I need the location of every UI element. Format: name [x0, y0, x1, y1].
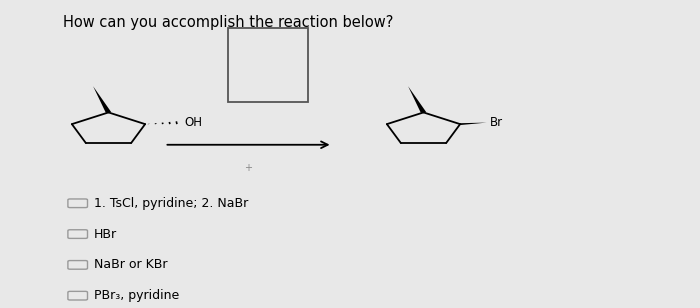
Text: Br: Br [489, 116, 503, 129]
Text: PBr₃, pyridine: PBr₃, pyridine [94, 289, 179, 302]
Text: HBr: HBr [94, 228, 117, 241]
Bar [228, 28, 308, 102]
Polygon shape [460, 123, 486, 125]
Text: How can you accomplish the reaction below?: How can you accomplish the reaction belo… [63, 15, 393, 30]
Text: OH: OH [184, 116, 202, 129]
Text: 1. TsCl, pyridine; 2. NaBr: 1. TsCl, pyridine; 2. NaBr [94, 197, 248, 210]
Polygon shape [93, 86, 111, 113]
Text: NaBr or KBr: NaBr or KBr [94, 258, 167, 271]
Polygon shape [408, 86, 426, 113]
Text: +: + [244, 163, 253, 173]
